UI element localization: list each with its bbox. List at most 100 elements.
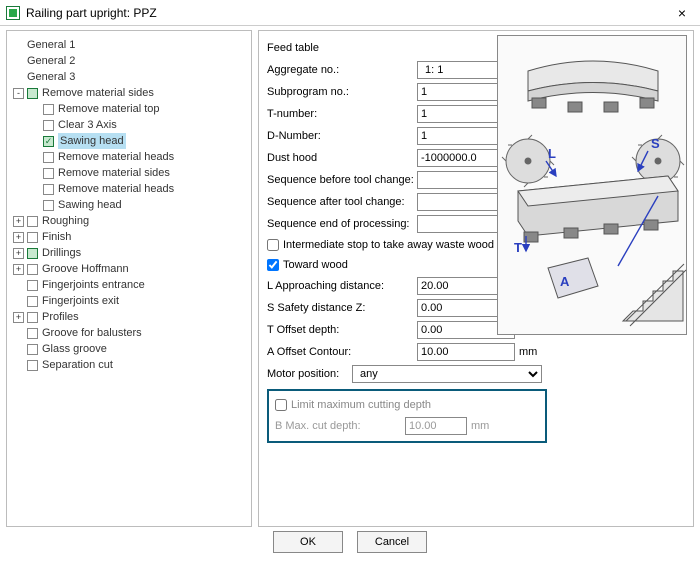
seq-before-label: Sequence before tool change: [267, 174, 417, 186]
collapse-icon[interactable]: - [13, 88, 24, 99]
tree-item[interactable]: General 2 [9, 53, 249, 69]
nav-tree[interactable]: General 1General 2General 3- Remove mater… [6, 30, 252, 527]
tree-item[interactable]: Fingerjoints entrance [9, 277, 249, 293]
tree-item[interactable]: Remove material top [9, 101, 249, 117]
tree-item[interactable]: - Remove material sides [9, 85, 249, 101]
tree-label: Remove material sides [58, 165, 170, 181]
tree-item[interactable]: + Profiles [9, 309, 249, 325]
tree-item[interactable]: Remove material heads [9, 181, 249, 197]
subprog-label: Subprogram no.: [267, 86, 417, 98]
tree-label: Sawing head [58, 197, 122, 213]
app-icon [6, 6, 20, 20]
tree-checkbox[interactable] [27, 248, 38, 259]
seq-after-label: Sequence after tool change: [267, 196, 417, 208]
tree-item[interactable]: Clear 3 Axis [9, 117, 249, 133]
expand-icon[interactable]: + [13, 248, 24, 259]
tree-label: Remove material heads [58, 149, 174, 165]
tree-item[interactable]: General 3 [9, 69, 249, 85]
toward-label: Toward wood [283, 259, 348, 271]
tree-item[interactable]: Separation cut [9, 357, 249, 373]
intermediate-checkbox[interactable] [267, 239, 279, 251]
intermediate-label: Intermediate stop to take away waste woo… [283, 239, 494, 251]
tree-checkbox[interactable] [27, 296, 38, 307]
expand-icon[interactable]: + [13, 232, 24, 243]
toward-checkbox[interactable] [267, 259, 279, 271]
expand-icon[interactable]: + [13, 312, 24, 323]
limit-label: Limit maximum cutting depth [291, 399, 431, 411]
tree-item[interactable]: Glass groove [9, 341, 249, 357]
aggregate-label: Aggregate no.: [267, 64, 417, 76]
tree-item[interactable]: + Finish [9, 229, 249, 245]
a-input[interactable] [417, 343, 515, 361]
tree-label: Fingerjoints entrance [42, 277, 145, 293]
tree-item[interactable]: Fingerjoints exit [9, 293, 249, 309]
svg-text:T: T [514, 240, 522, 255]
tree-label: Drillings [42, 245, 81, 261]
bmax-label: B Max. cut depth: [275, 420, 405, 432]
tree-checkbox[interactable] [27, 88, 38, 99]
tree-checkbox[interactable] [27, 232, 38, 243]
tree-item[interactable]: Groove for balusters [9, 325, 249, 341]
titlebar: Railing part upright: PPZ × [0, 0, 700, 26]
tree-checkbox[interactable]: ✓ [43, 136, 54, 147]
tree-checkbox[interactable] [27, 264, 38, 275]
ok-button[interactable]: OK [273, 531, 343, 553]
tree-item[interactable]: Remove material heads [9, 149, 249, 165]
svg-text:L: L [548, 146, 556, 161]
expand-icon[interactable]: + [13, 216, 24, 227]
tree-checkbox[interactable] [27, 344, 38, 355]
tree-label: Finish [42, 229, 71, 245]
diagram-preview: L S T A [497, 35, 687, 335]
s-label: S Safety distance Z: [267, 302, 417, 314]
cancel-button[interactable]: Cancel [357, 531, 427, 553]
tree-label: Groove for balusters [42, 325, 142, 341]
properties-form: Feed table ↓↓ Aggregate no.: 1: 1 Subpro… [258, 30, 694, 527]
tree-checkbox[interactable] [43, 200, 54, 211]
tree-checkbox[interactable] [27, 328, 38, 339]
tree-label: Fingerjoints exit [42, 293, 119, 309]
tree-checkbox[interactable] [27, 280, 38, 291]
tree-checkbox[interactable] [27, 216, 38, 227]
tree-label: General 2 [27, 53, 75, 69]
window-title: Railing part upright: PPZ [26, 6, 157, 20]
bmax-input [405, 417, 467, 435]
dnum-label: D-Number: [267, 130, 417, 142]
limit-group: Limit maximum cutting depth B Max. cut d… [267, 389, 547, 443]
close-button[interactable]: × [670, 5, 694, 21]
tree-item[interactable]: ✓Sawing head [9, 133, 249, 149]
tree-item[interactable]: Remove material sides [9, 165, 249, 181]
tree-label: Separation cut [42, 357, 113, 373]
dialog-button-bar: OK Cancel [0, 527, 700, 557]
tree-item[interactable]: + Drillings [9, 245, 249, 261]
limit-checkbox[interactable] [275, 399, 287, 411]
tree-checkbox[interactable] [27, 312, 38, 323]
svg-text:S: S [651, 136, 660, 151]
tree-checkbox[interactable] [43, 104, 54, 115]
tree-label: General 3 [27, 69, 75, 85]
a-label: A Offset Contour: [267, 346, 417, 358]
seq-end-label: Sequence end of processing: [267, 218, 417, 230]
tnum-label: T-number: [267, 108, 417, 120]
dust-label: Dust hood [267, 152, 417, 164]
tree-label: Remove material sides [42, 85, 154, 101]
tree-checkbox[interactable] [43, 152, 54, 163]
tree-item[interactable]: + Groove Hoffmann [9, 261, 249, 277]
motor-select[interactable]: any [352, 365, 542, 383]
tree-label: Groove Hoffmann [42, 261, 129, 277]
tree-label: Clear 3 Axis [58, 117, 117, 133]
expand-icon[interactable]: + [13, 264, 24, 275]
tree-checkbox[interactable] [27, 360, 38, 371]
l-label: L Approaching distance: [267, 280, 417, 292]
tree-label: Remove material top [58, 101, 160, 117]
tree-label: Profiles [42, 309, 79, 325]
tree-label: General 1 [27, 37, 75, 53]
tree-item[interactable]: Sawing head [9, 197, 249, 213]
motor-label: Motor position: [267, 368, 352, 380]
a-unit: mm [519, 346, 541, 358]
tree-checkbox[interactable] [43, 120, 54, 131]
bmax-unit: mm [471, 420, 493, 432]
tree-item[interactable]: +Roughing [9, 213, 249, 229]
tree-item[interactable]: General 1 [9, 37, 249, 53]
tree-checkbox[interactable] [43, 168, 54, 179]
tree-checkbox[interactable] [43, 184, 54, 195]
